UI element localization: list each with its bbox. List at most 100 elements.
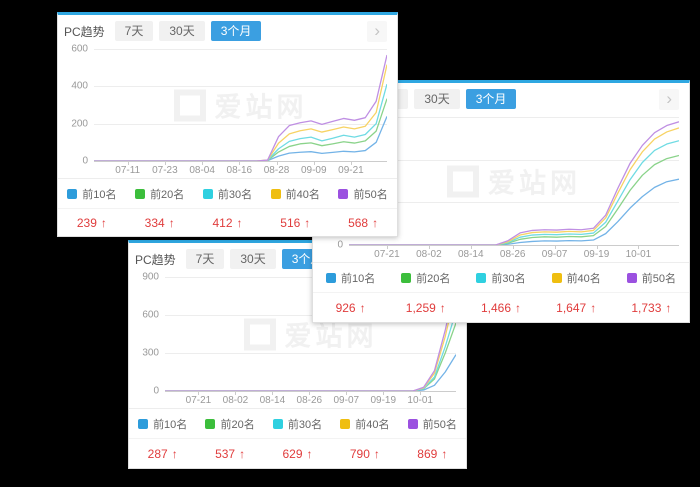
y-gridline: [94, 86, 387, 88]
x-axis-label: 08-02: [416, 249, 442, 260]
current-value-前10名: 926 ↑: [313, 301, 388, 315]
x-axis-tick: [420, 391, 422, 395]
x-axis-tick: [202, 161, 204, 165]
series-line-前20名: [165, 323, 456, 391]
chart-legend: 前10名 前20名 前30名 前40名 前50名: [129, 408, 466, 439]
chevron-right-icon[interactable]: ›: [659, 88, 679, 110]
legend-swatch-icon: [272, 418, 283, 429]
legend-item-前10名[interactable]: 前10名: [313, 270, 388, 286]
x-axis-label: 08-16: [226, 165, 253, 176]
legend-item-前50名[interactable]: 前50名: [614, 270, 689, 286]
series-line-前10名: [165, 355, 456, 391]
legend-swatch-icon: [551, 272, 562, 283]
chart-legend: 前10名 前20名 前30名 前40名 前50名: [313, 262, 689, 293]
current-value-text: 1,466: [480, 300, 511, 315]
up-arrow-icon: ↑: [239, 446, 246, 461]
legend-label: 前50名: [353, 188, 388, 201]
chart-plot: 爱站网 060012001800: [321, 112, 679, 251]
legend-item-前20名[interactable]: 前20名: [388, 270, 463, 286]
legend-item-前40名[interactable]: 前40名: [331, 416, 398, 432]
y-axis-label: 600: [71, 43, 88, 55]
legend-swatch-icon: [626, 272, 637, 283]
legend-item-前50名[interactable]: 前50名: [329, 186, 397, 202]
up-arrow-icon: ↑: [372, 215, 379, 230]
up-arrow-icon: ↑: [665, 300, 672, 315]
x-axis-tick: [127, 161, 129, 165]
legend-item-前30名[interactable]: 前30名: [264, 416, 331, 432]
x-axis-label: 07-23: [152, 165, 178, 176]
series-line-前30名: [349, 141, 679, 245]
legend-item-前40名[interactable]: 前40名: [261, 186, 329, 202]
legend-swatch-icon: [338, 188, 349, 199]
tab-30天[interactable]: 30天: [159, 20, 205, 42]
up-arrow-icon: ↑: [100, 215, 107, 230]
x-axis-label: 08-28: [263, 165, 290, 176]
y-axis-label: 0: [153, 385, 159, 397]
current-value-text: 926: [335, 300, 356, 315]
x-axis-tick: [638, 245, 640, 249]
legend-label: 前20名: [220, 418, 255, 431]
y-gridline: [165, 314, 456, 316]
y-gridline: [349, 117, 679, 118]
up-arrow-icon: ↑: [359, 300, 366, 315]
series-line-前30名: [165, 311, 456, 391]
legend-item-前40名[interactable]: 前40名: [539, 270, 614, 286]
y-axis-label: 600: [142, 309, 159, 321]
chart-area: 爱站网 060012001800 07-21 08-02 08-14 08-26 09-…: [321, 112, 679, 262]
x-axis-tick: [386, 245, 388, 249]
up-arrow-icon: ↑: [439, 300, 446, 315]
up-arrow-icon: ↑: [236, 215, 243, 230]
chevron-right-icon[interactable]: ›: [367, 20, 387, 42]
y-gridline: [94, 123, 387, 125]
chart-area: 爱站网 0 200 400 600 07-11 07-23 08-04 08-16 08-28…: [71, 44, 387, 178]
current-value-text: 790: [349, 446, 370, 461]
legend-item-前20名[interactable]: 前20名: [196, 416, 263, 432]
current-values-row: 926 ↑ 1,259 ↑ 1,466 ↑ 1,647 ↑ 1,733 ↑: [313, 293, 689, 322]
current-value-前50名: 869 ↑: [399, 447, 466, 461]
legend-swatch-icon: [205, 418, 216, 429]
current-value-text: 1,733: [631, 300, 662, 315]
tab-7天[interactable]: 7天: [185, 248, 225, 270]
tab-30天[interactable]: 30天: [414, 88, 460, 110]
x-axis-label: 08-26: [296, 395, 323, 406]
tab-30天[interactable]: 30天: [230, 248, 276, 270]
current-value-前50名: 568 ↑: [329, 216, 397, 230]
up-arrow-icon: ↑: [441, 446, 448, 461]
current-value-text: 412: [212, 215, 233, 230]
y-axis-label: 300: [142, 347, 159, 359]
x-axis-label: 08-14: [259, 395, 286, 406]
series-line-前20名: [94, 99, 387, 161]
x-axis-label: 09-19: [583, 249, 610, 260]
legend-swatch-icon: [135, 188, 146, 199]
y-axis-label: 0: [82, 155, 88, 167]
tab-3个月[interactable]: 3个月: [210, 20, 262, 42]
legend-item-前50名[interactable]: 前50名: [399, 416, 466, 432]
legend-item-前30名[interactable]: 前30名: [194, 186, 262, 202]
legend-swatch-icon: [407, 418, 418, 429]
x-axis-label: 09-19: [370, 395, 397, 406]
tab-7天[interactable]: 7天: [114, 20, 154, 42]
x-axis-tick: [383, 391, 385, 395]
y-gridline: [94, 49, 387, 50]
legend-item-前20名[interactable]: 前20名: [126, 186, 194, 202]
current-value-text: 1,647: [556, 300, 587, 315]
tab-3个月[interactable]: 3个月: [465, 88, 517, 110]
y-axis-label: 900: [142, 271, 159, 283]
current-value-前10名: 287 ↑: [129, 447, 196, 461]
legend-item-前10名[interactable]: 前10名: [129, 416, 196, 432]
current-value-text: 516: [280, 215, 301, 230]
trend-lines-svg: [349, 117, 679, 245]
up-arrow-icon: ↑: [373, 446, 380, 461]
legend-item-前10名[interactable]: 前10名: [58, 186, 126, 202]
chart-legend: 前10名 前20名 前30名 前40名 前50名: [58, 178, 397, 209]
legend-label: 前40名: [285, 188, 320, 201]
y-axis-label: 400: [71, 80, 88, 92]
y-axis-label: 0: [337, 239, 343, 251]
x-axis-tick: [512, 245, 514, 249]
legend-label: 前40名: [566, 272, 601, 285]
current-value-前10名: 239 ↑: [58, 216, 126, 230]
legend-item-前30名[interactable]: 前30名: [463, 270, 538, 286]
current-value-前40名: 516 ↑: [261, 216, 329, 230]
legend-swatch-icon: [67, 188, 78, 199]
current-value-前30名: 412 ↑: [194, 216, 262, 230]
